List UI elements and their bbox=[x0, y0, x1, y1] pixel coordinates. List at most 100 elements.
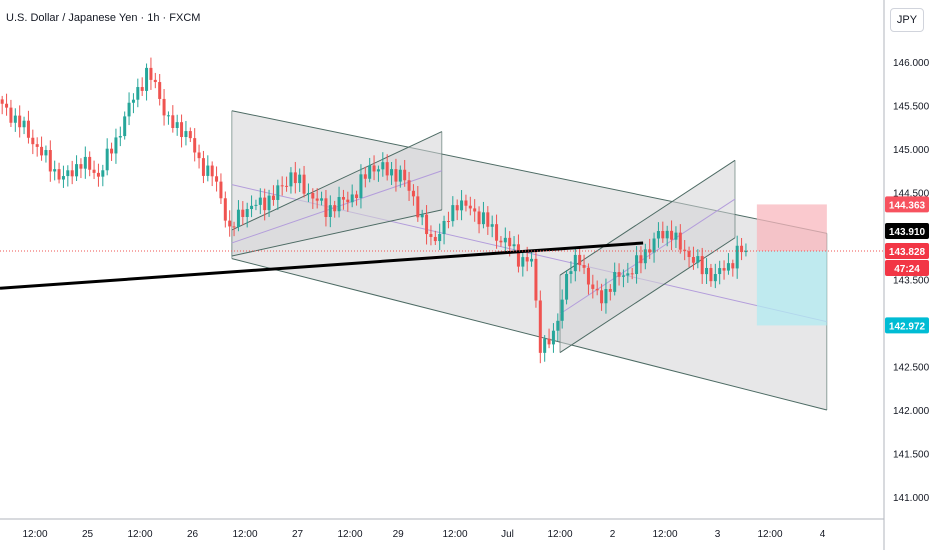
candle[interactable] bbox=[608, 288, 612, 292]
candle[interactable] bbox=[35, 144, 39, 147]
candle[interactable] bbox=[88, 156, 92, 170]
symbol-title[interactable]: U.S. Dollar / Japanese Yen · 1h · FXCM bbox=[6, 12, 201, 24]
candle[interactable] bbox=[210, 165, 214, 177]
channel-lower-line[interactable] bbox=[231, 258, 827, 411]
candle[interactable] bbox=[171, 115, 175, 128]
price-tag-stop[interactable]: 144.363 bbox=[885, 196, 929, 213]
candle[interactable] bbox=[740, 245, 744, 253]
channel-lower-line[interactable] bbox=[231, 209, 442, 257]
candle[interactable] bbox=[285, 185, 289, 187]
candle[interactable] bbox=[656, 231, 660, 239]
candle[interactable] bbox=[346, 199, 350, 203]
candle[interactable] bbox=[9, 107, 13, 123]
candle[interactable] bbox=[298, 174, 302, 184]
candle[interactable] bbox=[228, 220, 232, 227]
candle[interactable] bbox=[464, 200, 468, 206]
candle[interactable] bbox=[512, 244, 516, 247]
take-profit-zone[interactable] bbox=[756, 250, 827, 326]
candle[interactable] bbox=[26, 120, 30, 138]
candle[interactable] bbox=[96, 172, 100, 177]
candle[interactable] bbox=[433, 236, 437, 242]
candle[interactable] bbox=[92, 169, 96, 173]
candle[interactable] bbox=[670, 230, 674, 240]
candle[interactable] bbox=[75, 164, 79, 177]
candle[interactable] bbox=[595, 288, 599, 291]
candle[interactable] bbox=[145, 67, 149, 91]
candle[interactable] bbox=[626, 273, 630, 276]
price-tag-trendline[interactable]: 143.910 bbox=[885, 223, 929, 239]
candle[interactable] bbox=[490, 224, 494, 227]
candle[interactable] bbox=[153, 79, 157, 83]
candle[interactable] bbox=[648, 249, 652, 253]
candle[interactable] bbox=[709, 267, 713, 282]
candle[interactable] bbox=[547, 338, 551, 345]
candle[interactable] bbox=[118, 136, 122, 138]
candle[interactable] bbox=[416, 196, 420, 218]
candle[interactable] bbox=[617, 272, 621, 277]
candle[interactable] bbox=[530, 258, 534, 262]
candle[interactable] bbox=[674, 232, 678, 240]
candle[interactable] bbox=[184, 131, 188, 138]
candle[interactable] bbox=[390, 169, 394, 176]
candle[interactable] bbox=[267, 195, 271, 211]
candle[interactable] bbox=[48, 150, 52, 172]
candle[interactable] bbox=[110, 148, 114, 154]
candle[interactable] bbox=[337, 197, 341, 212]
candle[interactable] bbox=[127, 102, 131, 117]
candle[interactable] bbox=[0, 99, 4, 104]
candle[interactable] bbox=[718, 268, 722, 275]
candle[interactable] bbox=[569, 271, 573, 274]
candle[interactable] bbox=[534, 258, 538, 301]
candle[interactable] bbox=[665, 230, 669, 239]
candle[interactable] bbox=[538, 300, 542, 353]
candle[interactable] bbox=[455, 205, 459, 211]
candle[interactable] bbox=[639, 255, 643, 264]
candle[interactable] bbox=[556, 320, 560, 331]
candle[interactable] bbox=[385, 162, 389, 176]
candle[interactable] bbox=[468, 205, 472, 209]
channel-upper-line[interactable] bbox=[231, 131, 443, 231]
candle[interactable] bbox=[149, 67, 153, 80]
candle[interactable] bbox=[162, 98, 166, 116]
candle[interactable] bbox=[565, 273, 569, 300]
candle[interactable] bbox=[425, 214, 429, 235]
candle[interactable] bbox=[381, 162, 385, 170]
candle[interactable] bbox=[70, 170, 74, 177]
candle[interactable] bbox=[79, 164, 83, 169]
candle[interactable] bbox=[438, 234, 442, 242]
candle[interactable] bbox=[302, 174, 306, 194]
candle[interactable] bbox=[175, 122, 179, 128]
candle[interactable] bbox=[586, 267, 590, 285]
candle[interactable] bbox=[131, 99, 135, 103]
candle[interactable] bbox=[726, 263, 730, 271]
candle[interactable] bbox=[44, 150, 48, 156]
candle[interactable] bbox=[613, 272, 617, 292]
stop-loss-zone[interactable] bbox=[756, 204, 827, 251]
candle[interactable] bbox=[700, 256, 704, 275]
candle[interactable] bbox=[394, 169, 398, 182]
candle[interactable] bbox=[245, 209, 249, 217]
candle[interactable] bbox=[499, 240, 503, 243]
candle[interactable] bbox=[83, 156, 87, 169]
candle[interactable] bbox=[258, 197, 262, 205]
candle[interactable] bbox=[254, 204, 258, 206]
candle[interactable] bbox=[429, 234, 433, 237]
candle[interactable] bbox=[591, 284, 595, 289]
candle[interactable] bbox=[460, 200, 464, 211]
candle[interactable] bbox=[241, 209, 245, 217]
candle[interactable] bbox=[180, 122, 184, 138]
candle[interactable] bbox=[13, 115, 17, 123]
candle[interactable] bbox=[324, 198, 328, 217]
candle[interactable] bbox=[219, 181, 223, 199]
candle[interactable] bbox=[293, 172, 297, 184]
candle[interactable] bbox=[705, 267, 709, 275]
candle[interactable] bbox=[363, 174, 367, 179]
candle[interactable] bbox=[206, 165, 210, 176]
candle[interactable] bbox=[481, 212, 485, 225]
candle[interactable] bbox=[333, 205, 337, 212]
candle[interactable] bbox=[31, 137, 35, 145]
candle[interactable] bbox=[263, 197, 267, 211]
candle[interactable] bbox=[250, 205, 254, 210]
candle[interactable] bbox=[578, 254, 582, 266]
